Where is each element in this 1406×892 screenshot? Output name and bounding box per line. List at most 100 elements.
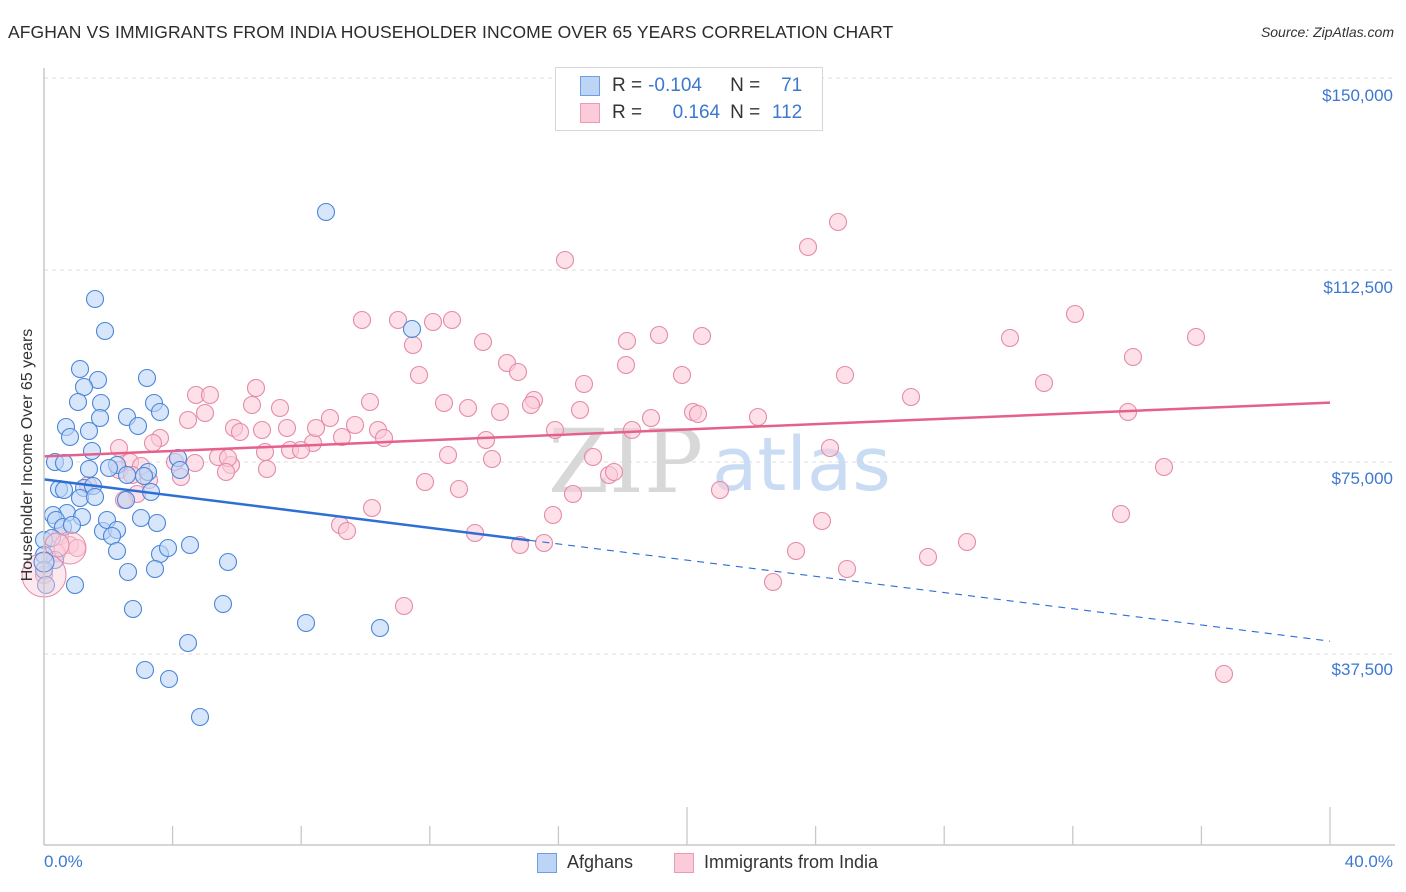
data-point-india	[763, 572, 783, 592]
data-point-india	[434, 393, 454, 413]
afghans-swatch	[580, 76, 600, 96]
data-point-india	[277, 418, 297, 438]
data-point-india	[1034, 373, 1054, 393]
legend-row-india: R = 0.164 N = 112	[580, 101, 802, 125]
data-point-afghans	[190, 707, 210, 727]
data-point-india	[438, 445, 458, 465]
data-point-india	[1154, 457, 1174, 477]
data-point-afghans	[117, 465, 137, 485]
data-point-india	[604, 462, 624, 482]
x-tick-min: 0.0%	[44, 852, 83, 871]
y-axis-label: Householder Income Over 65 years	[19, 328, 36, 582]
data-point-india	[332, 427, 352, 447]
data-point-india	[230, 422, 250, 442]
x-tick-max: 40.0%	[1344, 852, 1393, 871]
n-label: N =	[730, 75, 761, 96]
gridlines	[44, 77, 1395, 655]
data-point-india	[1111, 504, 1131, 524]
data-point-india	[291, 440, 311, 460]
data-point-afghans	[158, 538, 178, 558]
legend-item-immigrants-from-india[interactable]: Immigrants from India	[674, 852, 878, 873]
data-point-india	[403, 335, 423, 355]
data-point-afghans	[150, 402, 170, 422]
data-point-afghans	[85, 289, 105, 309]
afghans-trend-line	[43, 478, 530, 542]
data-point-afghans	[145, 559, 165, 579]
india-swatch	[580, 103, 600, 123]
data-point-india	[957, 532, 977, 552]
data-point-india	[252, 420, 272, 440]
data-point-india	[692, 326, 712, 346]
source-label: Source: ZipAtlas.com	[1260, 24, 1394, 40]
india-trend-line	[43, 401, 1331, 458]
data-point-india	[555, 250, 575, 270]
y-tick-37500: $37,500	[1331, 660, 1393, 679]
data-point-india	[563, 484, 583, 504]
data-point-india	[216, 462, 236, 482]
data-point-india	[672, 365, 692, 385]
data-point-india	[320, 408, 340, 428]
data-point-afghans	[99, 458, 119, 478]
data-point-india	[820, 438, 840, 458]
data-point-afghans	[316, 202, 336, 222]
data-point-india	[352, 310, 372, 330]
data-point-afghans	[116, 490, 136, 510]
data-point-afghans	[402, 319, 422, 339]
data-point-afghans	[62, 515, 82, 535]
series-immigrants-from-india-points	[34, 212, 1234, 684]
data-point-india	[901, 387, 921, 407]
n-value: 71	[781, 75, 803, 96]
data-point-afghans	[65, 575, 85, 595]
data-point-india	[837, 559, 857, 579]
data-point-afghans	[82, 441, 102, 461]
data-point-afghans	[135, 660, 155, 680]
data-point-afghans	[213, 594, 233, 614]
data-point-india	[246, 378, 266, 398]
data-point-india	[543, 505, 563, 525]
series-afghans-points	[34, 202, 422, 727]
data-point-afghans	[170, 460, 190, 480]
data-point-india	[1065, 304, 1085, 324]
r-label: R =	[612, 75, 643, 96]
data-point-india	[1000, 328, 1020, 348]
data-point-india	[360, 392, 380, 412]
y-tick-75000: $75,000	[1331, 469, 1393, 488]
data-point-india	[185, 453, 205, 473]
data-point-india	[918, 547, 938, 567]
afghans-swatch	[537, 852, 557, 873]
data-point-afghans	[102, 526, 122, 546]
data-point-afghans	[70, 359, 90, 379]
data-point-afghans	[79, 459, 99, 479]
data-point-india	[374, 428, 394, 448]
data-point-afghans	[123, 599, 143, 619]
data-point-afghans	[85, 487, 105, 507]
data-point-india	[423, 312, 443, 332]
data-point-india	[143, 433, 163, 453]
data-point-afghans	[60, 427, 80, 447]
data-point-india	[828, 212, 848, 232]
data-point-afghans	[128, 416, 148, 436]
data-point-afghans	[134, 466, 154, 486]
data-point-afghans	[118, 562, 138, 582]
correlation-legend: R = -0.104 N = 71 R = 0.164 N = 112	[555, 67, 823, 131]
data-point-afghans	[180, 535, 200, 555]
data-point-afghans	[137, 368, 157, 388]
data-point-india	[345, 415, 365, 435]
legend-row-afghans: R = -0.104 N = 71	[580, 74, 802, 98]
data-point-india	[521, 395, 541, 415]
data-point-india	[583, 447, 603, 467]
data-point-india	[508, 362, 528, 382]
data-point-india	[449, 479, 469, 499]
data-point-india	[482, 449, 502, 469]
data-point-india	[688, 404, 708, 424]
data-point-afghans	[54, 480, 74, 500]
legend-label: Immigrants from India	[704, 852, 879, 872]
axes	[43, 68, 1395, 846]
r-label: R =	[612, 102, 643, 123]
data-point-india	[415, 472, 435, 492]
legend-item-afghans[interactable]: Afghans	[537, 852, 633, 873]
data-point-afghans	[178, 633, 198, 653]
data-point-afghans	[91, 393, 111, 413]
data-point-afghans	[147, 513, 167, 533]
data-point-india	[570, 400, 590, 420]
